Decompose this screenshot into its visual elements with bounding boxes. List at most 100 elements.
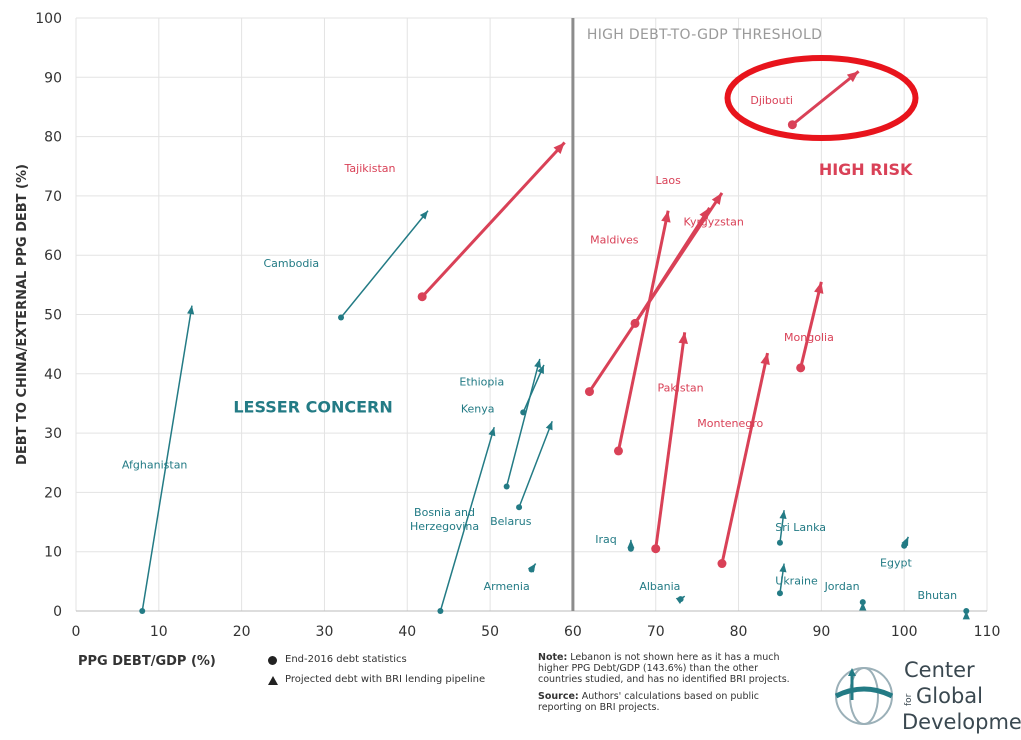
projected-triangle-marker — [760, 353, 770, 366]
end-2016-circle-marker — [630, 318, 640, 328]
zone-label-high-risk: HIGH RISK — [819, 160, 913, 179]
projected-triangle-marker — [534, 358, 542, 369]
point-sri-lanka: Sri Lanka — [775, 510, 826, 546]
end-2016-circle-marker — [776, 590, 783, 597]
chart-note: Note: Lebanon is not shown here as it ha… — [538, 652, 800, 719]
x-tick-label: 90 — [812, 624, 830, 640]
arrow-line — [522, 364, 545, 413]
end-2016-circle-marker — [528, 566, 535, 573]
end-2016-circle-marker — [796, 363, 806, 373]
end-2016-circle-marker — [520, 409, 527, 416]
end-2016-circle-marker — [859, 599, 866, 606]
globe-icon — [834, 667, 894, 725]
y-tick-label: 100 — [35, 11, 62, 27]
end-2016-circle-marker — [613, 446, 623, 456]
point-bosnia-and-herzegovina: Bosnia and Herzegovina — [410, 426, 496, 614]
end-2016-circle-marker — [417, 292, 427, 302]
logo-line-global: Global — [916, 684, 983, 708]
logo-line-development: Development — [902, 710, 1021, 734]
end-2016-circle-marker — [787, 120, 797, 130]
x-tick-label: 50 — [481, 624, 499, 640]
x-tick-label: 70 — [647, 624, 665, 640]
point-tajikistan: Tajikistan — [344, 141, 566, 302]
projected-triangle-marker — [846, 71, 859, 83]
projected-triangle-marker — [488, 427, 496, 437]
projected-triangle-marker — [699, 207, 710, 220]
arrow-line — [505, 358, 541, 487]
end-2016-circle-marker — [717, 559, 727, 569]
x-tick-label: 20 — [233, 624, 251, 640]
end-2016-circle-marker — [516, 504, 523, 511]
gridlines — [75, 17, 988, 612]
axes: 0 10 20 30 40 50 60 70 80 90 100 0 10 20 30 40 50 60 70 80 9… — [35, 11, 1000, 640]
country-label: Iraq — [595, 533, 617, 546]
country-label: Jordan — [824, 580, 860, 593]
projected-triangle-marker — [859, 602, 867, 611]
y-tick-label: 80 — [44, 130, 62, 146]
y-tick-label: 60 — [44, 248, 62, 264]
arrow-line — [141, 305, 193, 612]
country-label: Afghanistan — [122, 459, 188, 472]
note-label: Note: — [538, 652, 568, 663]
arrow-line — [791, 70, 860, 126]
zone-label-lesser-concern: LESSER CONCERN — [233, 397, 392, 416]
point-kyrgyzstan: Kyrgyzstan — [630, 206, 744, 328]
end-2016-circle-marker — [437, 608, 444, 614]
country-label: Belarus — [490, 515, 532, 528]
arrow-line — [799, 281, 823, 369]
threshold-label: HIGH DEBT-TO-GDP THRESHOLD — [587, 27, 822, 43]
point-cambodia: Cambodia — [264, 210, 429, 321]
projected-triangle-marker — [962, 611, 970, 620]
projected-triangle-marker — [779, 510, 787, 519]
projected-triangle-marker — [187, 305, 195, 315]
point-mongolia: Mongolia — [784, 281, 834, 373]
projected-triangle-marker — [545, 421, 553, 431]
cgd-logo: Center for Global Development — [826, 656, 1021, 736]
logo-line-center: Center — [904, 658, 975, 682]
point-kenya: Kenya — [461, 358, 542, 490]
end-2016-circle-marker — [584, 387, 594, 397]
legend-item-triangle: Projected debt with BRI lending pipeline — [268, 670, 485, 690]
end-2016-circle-marker — [139, 608, 146, 614]
point-montenegro: Montenegro — [697, 352, 770, 569]
data-marks: Afghanistan Cambodia Tajikistan Bosnia and H… — [122, 70, 970, 620]
projected-triangle-marker — [627, 539, 635, 549]
country-label: Egypt — [880, 557, 912, 570]
x-tick-label: 100 — [891, 624, 918, 640]
source-label: Source: — [538, 691, 579, 702]
country-label: Kenya — [461, 402, 495, 415]
country-label: Kyrgyzstan — [684, 216, 744, 229]
country-label: Bhutan — [918, 589, 958, 602]
arrow-line — [340, 210, 429, 318]
country-label: Maldives — [590, 233, 639, 246]
country-label: Armenia — [484, 580, 530, 593]
y-tick-label: 40 — [44, 367, 62, 383]
projected-triangle-marker — [711, 192, 722, 205]
arrow-line — [421, 141, 566, 298]
point-jordan: Jordan — [824, 580, 867, 611]
y-tick-label: 30 — [44, 426, 62, 442]
projected-triangle-marker — [419, 210, 428, 220]
country-label: Bosnia and Herzegovina — [410, 506, 479, 533]
point-armenia: Armenia — [484, 563, 537, 593]
point-iraq: Iraq — [595, 533, 635, 552]
end-2016-circle-marker — [627, 545, 634, 552]
projected-triangle-marker — [678, 332, 688, 345]
end-2016-circle-marker — [776, 539, 783, 546]
projected-triangle-marker — [537, 364, 544, 375]
point-maldives: Maldives — [590, 210, 671, 456]
country-label: Albania — [639, 580, 680, 593]
y-tick-label: 70 — [44, 189, 62, 205]
country-label: Ethiopia — [459, 376, 504, 389]
end-2016-circle-marker — [963, 608, 970, 614]
logo-line-for: for — [904, 693, 914, 706]
y-tick-label: 0 — [53, 604, 62, 620]
point-ukraine: Ukraine — [775, 563, 818, 597]
arrow-line — [633, 206, 711, 325]
x-tick-label: 0 — [72, 624, 81, 640]
y-tick-label: 50 — [44, 308, 62, 324]
point-pakistan: Pakistan — [651, 332, 704, 554]
y-tick-label: 20 — [44, 485, 62, 501]
circle-marker-icon — [268, 655, 277, 665]
x-tick-label: 110 — [974, 624, 1001, 640]
